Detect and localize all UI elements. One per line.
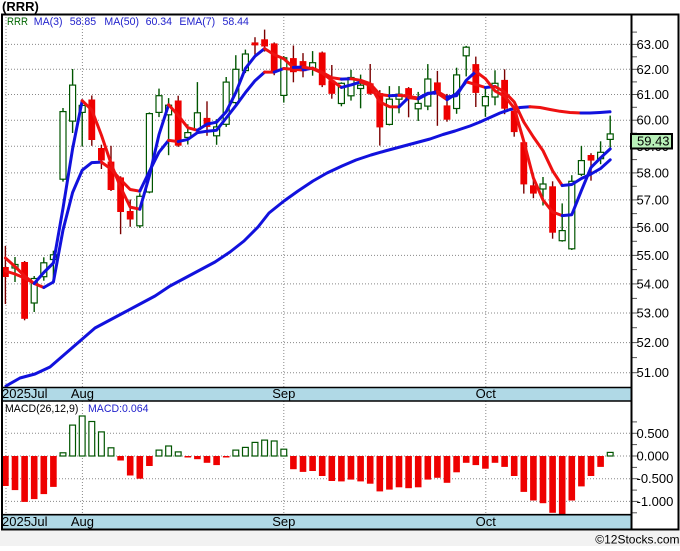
svg-text:MA(50): MA(50) <box>104 16 139 28</box>
svg-text:MACD(26,12,9): MACD(26,12,9) <box>5 403 78 415</box>
svg-text:MA(3): MA(3) <box>34 16 63 28</box>
svg-text:Aug: Aug <box>71 386 94 401</box>
svg-text:2025Jul: 2025Jul <box>2 386 48 401</box>
svg-text:58.44: 58.44 <box>223 16 249 28</box>
svg-text:©12Stocks.com: ©12Stocks.com <box>595 533 679 547</box>
svg-text:-0.500: -0.500 <box>637 471 674 486</box>
svg-text:58.85: 58.85 <box>70 16 96 28</box>
svg-text:RRR: RRR <box>7 15 28 28</box>
svg-text:Sep: Sep <box>272 386 295 401</box>
svg-text:(RRR): (RRR) <box>2 0 39 14</box>
svg-text:59.43: 59.43 <box>637 134 670 149</box>
svg-text:2025Jul: 2025Jul <box>2 514 48 529</box>
svg-text:-1.000: -1.000 <box>637 494 674 509</box>
svg-text:0.500: 0.500 <box>637 426 670 441</box>
svg-text:60.00: 60.00 <box>637 113 670 128</box>
svg-text:60.34: 60.34 <box>146 16 172 28</box>
svg-text:62.00: 62.00 <box>637 62 670 77</box>
svg-text:51.00: 51.00 <box>637 365 670 380</box>
svg-text:55.00: 55.00 <box>637 248 670 263</box>
svg-text:54.00: 54.00 <box>637 276 670 291</box>
svg-text:Oct: Oct <box>476 386 497 401</box>
svg-text:53.00: 53.00 <box>637 306 670 321</box>
svg-text:56.00: 56.00 <box>637 220 670 235</box>
svg-text:61.00: 61.00 <box>637 87 670 102</box>
svg-text:57.00: 57.00 <box>637 192 670 207</box>
svg-text:Aug: Aug <box>71 514 94 529</box>
svg-text:58.00: 58.00 <box>637 165 670 180</box>
svg-text:63.00: 63.00 <box>637 37 670 52</box>
svg-text:EMA(7): EMA(7) <box>179 16 215 28</box>
svg-text:Sep: Sep <box>272 514 295 529</box>
svg-text:0.000: 0.000 <box>637 449 670 464</box>
svg-text:Oct: Oct <box>476 514 497 529</box>
svg-text:MACD:0.064: MACD:0.064 <box>88 403 148 415</box>
svg-text:52.00: 52.00 <box>637 335 670 350</box>
